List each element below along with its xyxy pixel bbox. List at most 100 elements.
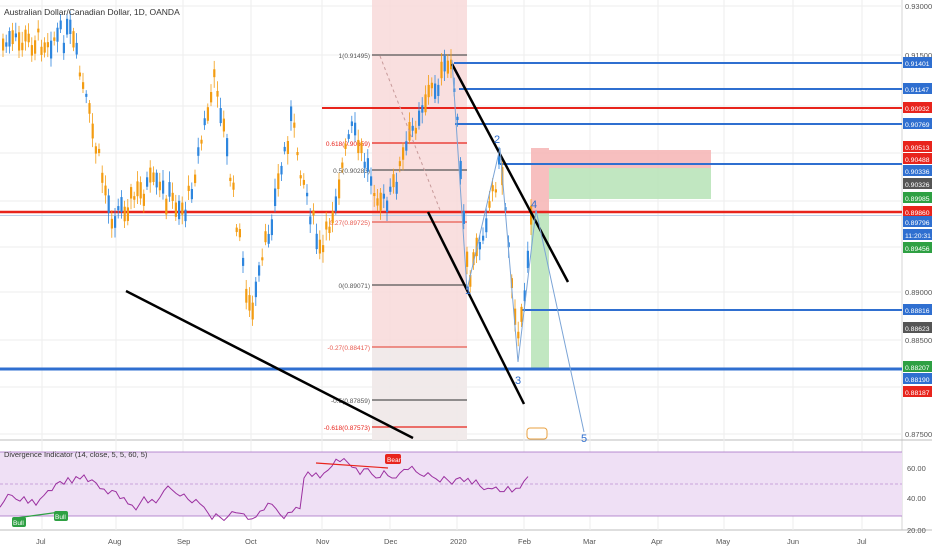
crosshair-line (0, 215, 902, 216)
events-badge[interactable] (526, 427, 548, 440)
candle (370, 167, 373, 195)
candle (210, 84, 213, 107)
indicator-title: Divergence Indicator (14, close, 5, 5, 6… (4, 450, 148, 459)
candle (98, 143, 101, 157)
price-tick: 0.89000 (905, 288, 932, 297)
svg-text:0.91147: 0.91147 (905, 87, 929, 94)
time-tick: Dec (384, 537, 398, 546)
candle (197, 137, 200, 164)
svg-text:0.27(0.89725): 0.27(0.89725) (330, 220, 370, 227)
candle (14, 22, 17, 42)
fib-lines[interactable]: 1(0.91495) 0.618(0.90659) 0.5(0.90283) 0.27… (324, 53, 467, 432)
svg-text:0.89985: 0.89985 (905, 196, 930, 203)
fib-level: 0.27(0.89725) (330, 220, 467, 227)
candle (264, 223, 267, 246)
candle (386, 196, 389, 221)
bull-label: Bull (13, 520, 24, 527)
candle (382, 184, 385, 209)
price-tick: 0.91500 (905, 51, 932, 60)
price-tag: 0.90769 (903, 118, 932, 129)
candle (142, 189, 145, 213)
candle (56, 22, 59, 53)
rsi-line (0, 457, 529, 522)
candle (392, 168, 395, 194)
candle (229, 173, 232, 187)
time-tick: Nov (316, 537, 330, 546)
svg-text:0.90336: 0.90336 (905, 169, 930, 176)
candle (395, 172, 398, 200)
candle (485, 208, 488, 239)
svg-text:0.5(0.90283): 0.5(0.90283) (333, 168, 370, 175)
candle (165, 194, 168, 220)
candle (174, 194, 177, 221)
svg-text:0.89456: 0.89456 (905, 246, 930, 253)
candle (334, 188, 337, 215)
svg-text:0.90769: 0.90769 (905, 122, 930, 129)
candle (258, 261, 261, 282)
candle (117, 198, 120, 219)
candle (69, 11, 72, 44)
candle (286, 136, 289, 165)
candle (318, 230, 321, 260)
candle (360, 138, 363, 162)
candle (203, 110, 206, 130)
time-tick: Aug (108, 537, 121, 546)
candle (187, 175, 190, 201)
svg-text:0.90326: 0.90326 (905, 182, 930, 189)
candle (155, 169, 158, 195)
trend-lines[interactable] (125, 63, 570, 440)
candle (424, 85, 427, 116)
long-target-zone (549, 168, 711, 199)
candle (450, 49, 453, 79)
svg-text:0.88207: 0.88207 (905, 365, 930, 372)
svg-text:0.88190: 0.88190 (905, 377, 930, 384)
candle (91, 113, 94, 148)
candle (267, 224, 270, 248)
candle (50, 31, 53, 67)
candle (347, 129, 350, 143)
candle (171, 182, 174, 209)
candle (494, 181, 497, 198)
candle (24, 25, 27, 51)
candle (162, 169, 165, 200)
candle (184, 201, 187, 228)
candle (133, 191, 136, 208)
fib-zone-lower (372, 347, 467, 440)
chart-title: Australian Dollar/Canadian Dollar, 1D, O… (4, 7, 180, 17)
divergence-indicator-pane[interactable]: Bear Bull Bull (0, 451, 902, 527)
candle (418, 102, 421, 130)
price-tag: 0.90326 (903, 178, 932, 189)
candle (82, 72, 85, 93)
candle (18, 25, 21, 58)
time-axis[interactable]: Jul Aug Sep Oct Nov Dec 2020 Feb Mar Apr… (36, 537, 867, 546)
candle (405, 131, 408, 156)
time-tick: Oct (245, 537, 258, 546)
candle (222, 110, 225, 138)
fib-level: 0.5(0.90283) (333, 168, 467, 175)
candle (482, 227, 485, 245)
candle (328, 218, 331, 241)
candle (366, 149, 369, 182)
candle (472, 249, 475, 270)
indicator-tick: 60.00 (907, 464, 926, 473)
wave-label-1: 1 (465, 285, 471, 297)
candle (110, 210, 113, 238)
candle (226, 133, 229, 165)
candle (446, 54, 449, 78)
candle (136, 171, 139, 205)
candle (43, 37, 46, 58)
candle (299, 170, 302, 186)
candle (5, 34, 8, 53)
candle (379, 188, 382, 220)
candle (85, 90, 88, 104)
candle (146, 171, 149, 190)
wave-label-4: 4 (531, 199, 537, 211)
candle (126, 198, 129, 226)
candle (357, 129, 360, 161)
candle (62, 35, 65, 60)
candle (219, 97, 222, 127)
svg-text:11:20:31: 11:20:31 (905, 233, 931, 240)
svg-text:0.618(0.90659): 0.618(0.90659) (326, 141, 370, 148)
wave-label-2: 2 (494, 134, 500, 146)
